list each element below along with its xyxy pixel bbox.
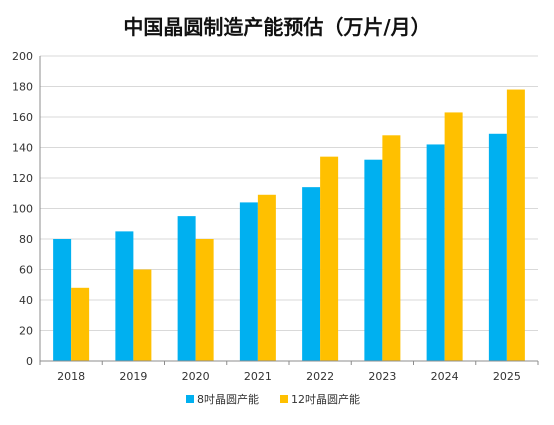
y-tick-label: 60	[19, 264, 33, 277]
x-tick-label: 2024	[431, 370, 459, 383]
bar-8inch-2019	[115, 231, 134, 361]
axes	[39, 56, 539, 365]
y-tick-label: 180	[12, 81, 33, 94]
bar-12inch-2018	[71, 287, 90, 361]
legend-swatch	[280, 395, 288, 403]
x-tick-label: 2018	[57, 370, 85, 383]
bar-8inch-2022	[302, 187, 321, 361]
bar-8inch-2024	[426, 144, 445, 361]
x-tick-label: 2020	[182, 370, 210, 383]
bar-12inch-2025	[506, 89, 525, 362]
y-tick-label: 140	[12, 142, 33, 155]
bars	[53, 89, 525, 362]
y-tick-label: 160	[12, 111, 33, 124]
chart-title: 中国晶圆制造产能预估（万片/月）	[123, 15, 430, 39]
y-tick-label: 40	[19, 294, 33, 307]
legend-label: 8吋晶圆产能	[197, 392, 259, 406]
bar-12inch-2021	[257, 194, 276, 361]
y-tick-label: 120	[12, 172, 33, 185]
y-tick-label: 0	[26, 355, 33, 368]
x-tick-label: 2023	[368, 370, 396, 383]
bar-8inch-2018	[53, 239, 72, 361]
legend-swatch	[186, 395, 194, 403]
bar-12inch-2019	[133, 269, 152, 361]
bar-12inch-2023	[382, 135, 401, 361]
bar-8inch-2020	[177, 216, 196, 361]
x-tick-label: 2025	[493, 370, 521, 383]
bar-8inch-2025	[488, 133, 507, 361]
legend: 8吋晶圆产能 12吋晶圆产能	[186, 392, 360, 406]
y-axis-ticks: 0 20 40 60 80 100 120 140 160 180 200	[12, 50, 33, 368]
bar-8inch-2021	[239, 202, 258, 361]
bar-12inch-2022	[320, 156, 339, 361]
x-tick-label: 2019	[119, 370, 147, 383]
x-axis-ticks: 2018 2019 2020 2021 2022 2023 2024 2025	[57, 370, 521, 383]
grid-lines	[40, 55, 538, 331]
y-tick-label: 100	[12, 203, 33, 216]
x-tick-label: 2022	[306, 370, 334, 383]
y-tick-label: 20	[19, 325, 33, 338]
legend-label: 12吋晶圆产能	[291, 392, 360, 406]
y-tick-label: 80	[19, 233, 33, 246]
bar-8inch-2023	[364, 159, 383, 361]
bar-12inch-2024	[444, 112, 463, 361]
x-tick-label: 2021	[244, 370, 272, 383]
bar-12inch-2020	[195, 239, 214, 361]
y-tick-label: 200	[12, 50, 33, 63]
